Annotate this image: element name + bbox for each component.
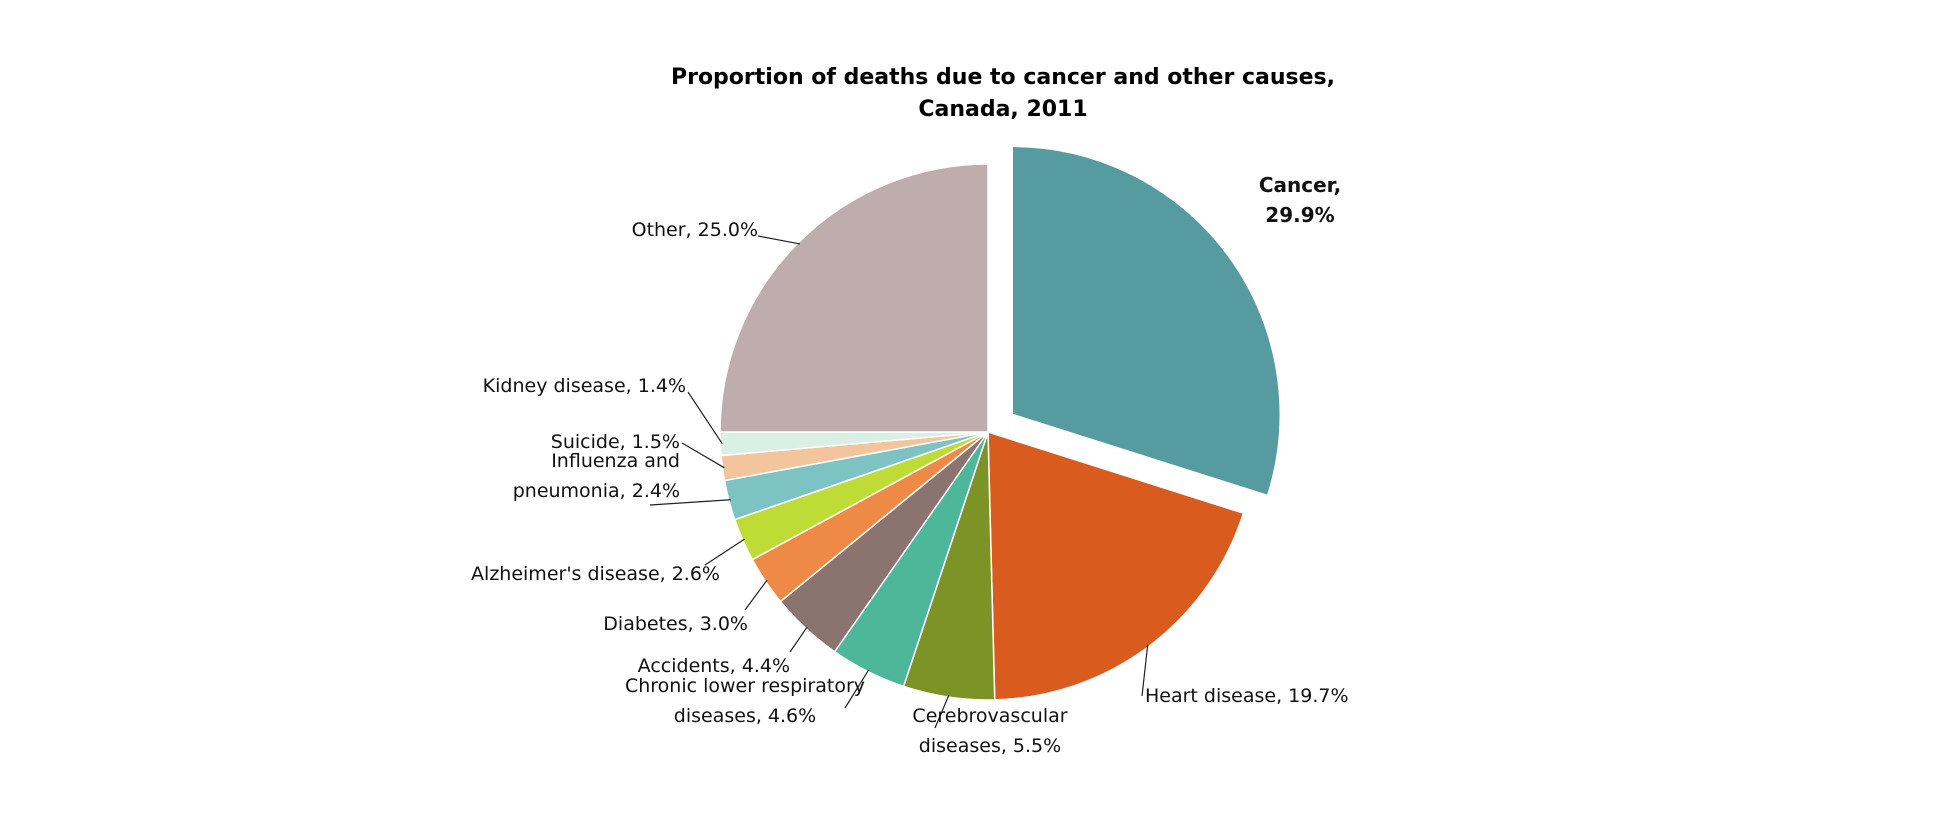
chart-title-line-1: Proportion of deaths due to cancer and o… — [671, 65, 1335, 90]
pie-slice — [1011, 145, 1281, 497]
label-leader-line — [844, 669, 870, 709]
label-leader-line — [687, 391, 723, 445]
slice-label: Diabetes, 3.0% — [603, 613, 748, 635]
slice-label-line: Other, 25.0% — [632, 219, 758, 241]
pie-slice — [719, 163, 989, 433]
slice-label-line: Accidents, 4.4% — [638, 655, 790, 677]
slice-label-line: diseases, 4.6% — [674, 705, 816, 727]
slice-label-line: Chronic lower respiratory — [625, 675, 865, 697]
slice-label-line: Suicide, 1.5% — [551, 431, 680, 453]
label-leader-line — [744, 579, 768, 611]
slice-label-line: Influenza and — [551, 450, 680, 472]
chart-title: Proportion of deaths due to cancer and o… — [671, 65, 1335, 122]
slice-label-line: pneumonia, 2.4% — [513, 480, 680, 502]
slice-label: Kidney disease, 1.4% — [483, 375, 686, 397]
slice-label-line: diseases, 5.5% — [919, 735, 1061, 757]
slice-label-line: Cancer, — [1259, 173, 1341, 197]
slice-label-line: Cerebrovascular — [912, 705, 1067, 727]
slice-label: Accidents, 4.4% — [638, 655, 790, 677]
label-leader-line — [649, 499, 731, 506]
slice-labels: Cancer, 29.9% Heart disease, 19.7% Cerebrov… — [471, 173, 1348, 757]
label-leader-lines — [649, 235, 1149, 729]
slice-label-line: Heart disease, 19.7% — [1145, 685, 1349, 707]
slice-label: Chronic lower respiratory diseases, 4.6% — [625, 675, 865, 727]
slice-label: Cancer, 29.9% — [1259, 173, 1341, 227]
slice-label: Suicide, 1.5% — [551, 431, 680, 453]
slice-label-line: Diabetes, 3.0% — [603, 613, 748, 635]
slice-label: Alzheimer's disease, 2.6% — [471, 563, 720, 585]
slice-label-line: Alzheimer's disease, 2.6% — [471, 563, 720, 585]
label-leader-line — [789, 626, 808, 653]
label-leader-line — [934, 694, 950, 729]
slice-label: Cerebrovascular diseases, 5.5% — [912, 705, 1067, 757]
label-leader-line — [1141, 644, 1149, 697]
slice-label: Other, 25.0% — [632, 219, 758, 241]
slice-label-line: Kidney disease, 1.4% — [483, 375, 686, 397]
label-leader-line — [757, 235, 801, 245]
slice-label: Influenza and pneumonia, 2.4% — [513, 450, 680, 502]
slice-label-line: 29.9% — [1265, 203, 1334, 227]
label-leader-line — [681, 442, 725, 469]
pie-slices — [719, 145, 1281, 701]
slice-label: Heart disease, 19.7% — [1145, 685, 1349, 707]
pie-slice — [987, 430, 1245, 701]
label-leader-line — [704, 538, 745, 566]
chart-title-line-2: Canada, 2011 — [918, 97, 1087, 122]
